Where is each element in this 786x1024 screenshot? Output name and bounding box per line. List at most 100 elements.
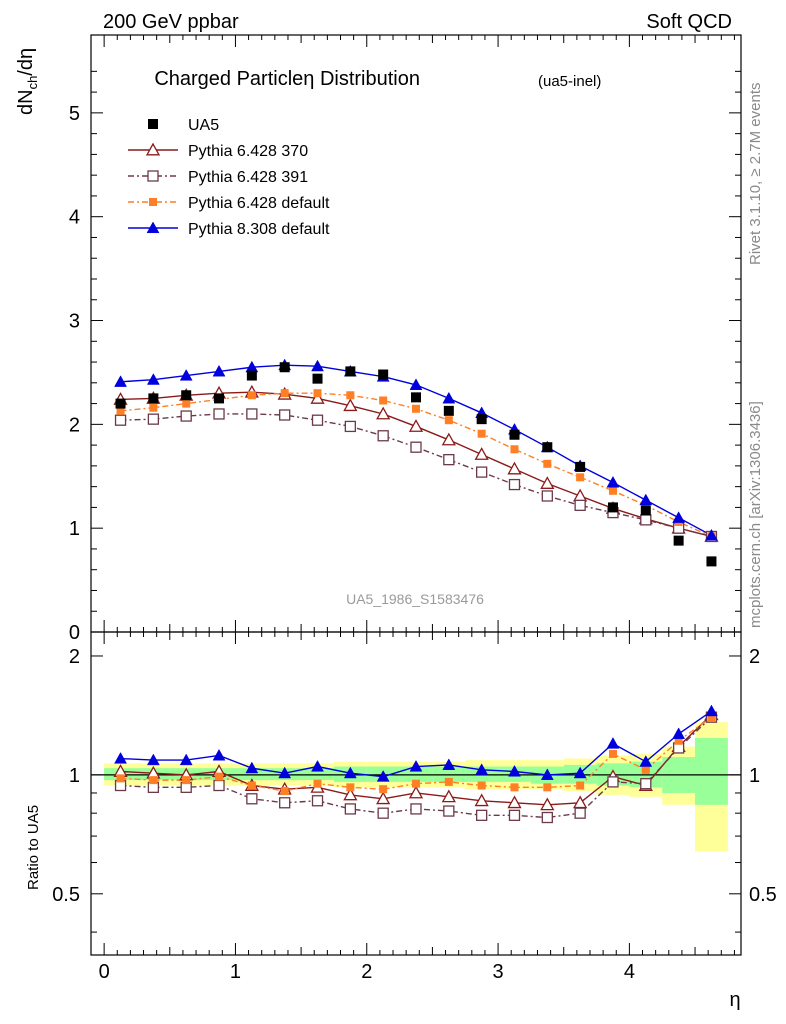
series-point <box>247 391 256 400</box>
ratio-point <box>245 761 259 774</box>
data-point <box>706 556 717 567</box>
ratio-frame <box>90 631 742 956</box>
series-line <box>120 391 712 538</box>
series-point <box>573 488 588 502</box>
series-point <box>477 429 486 438</box>
series-point <box>408 419 424 432</box>
series-point <box>474 447 489 460</box>
data-point <box>378 369 389 380</box>
ratio-point <box>278 766 292 779</box>
legend-label: Pythia 6.428 default <box>188 195 330 212</box>
ratio-point <box>608 749 617 758</box>
ratio-point <box>179 753 193 766</box>
ratio-point <box>641 765 650 774</box>
ratio-y-axis-label: Ratio to UA5 <box>25 805 42 890</box>
ratio-tick-marks <box>91 632 741 955</box>
data-point <box>115 398 126 409</box>
ratio-point <box>412 779 420 788</box>
series-point <box>376 406 391 420</box>
main-panel: 0 1 2 3 4 5 Charged Particleη Distribution (u… <box>15 34 742 644</box>
series-point <box>444 416 453 425</box>
ratio-point <box>246 793 258 805</box>
data-point <box>148 393 159 404</box>
series-point <box>311 359 324 372</box>
ratio-point <box>346 783 355 792</box>
x-tick-label: 0 <box>99 961 110 983</box>
data-point <box>673 535 684 546</box>
ratio-point <box>213 779 225 792</box>
ratio-point <box>376 791 391 805</box>
data-point <box>542 442 553 453</box>
ratio-point <box>540 768 554 780</box>
data-point <box>575 461 586 472</box>
legend-label: UA5 <box>188 117 219 134</box>
y-axis-label: dNch/dη <box>15 48 40 115</box>
ratio-point <box>212 748 226 761</box>
ratio-point <box>149 776 158 785</box>
data-point <box>214 393 225 404</box>
ratio-point <box>146 753 160 766</box>
ratio-point <box>475 763 489 775</box>
legend: UA5 Pythia 6.428 370 Pythia 6.428 391 Pythi… <box>128 117 330 238</box>
ratio-point <box>508 764 521 777</box>
ratio-point <box>574 807 586 819</box>
series-point <box>443 453 455 466</box>
y-tick-label: 0 <box>69 622 80 644</box>
x-tick-label: 4 <box>624 961 635 983</box>
ratio-point <box>343 787 358 801</box>
series-point <box>114 375 127 387</box>
ratio-band-green <box>301 768 334 781</box>
ratio-point <box>313 779 322 788</box>
ratio-y-tick-labels: 0.5 0.5 1 1 2 2 <box>52 646 777 906</box>
series-point <box>182 399 191 408</box>
series-point <box>346 391 355 400</box>
series-point <box>510 445 519 454</box>
ratio-point <box>441 789 456 803</box>
data-point <box>312 373 323 384</box>
ratio-point <box>182 776 191 785</box>
series-point <box>541 490 553 502</box>
legend-label: Pythia 8.308 default <box>188 221 330 238</box>
series-point <box>344 420 356 433</box>
ratio-panel: 0.5 0.5 1 1 2 2 0 1 2 3 4 Ratio to UA5 η <box>25 631 777 1011</box>
data-point <box>279 362 290 373</box>
ratio-point <box>215 772 224 781</box>
series-point <box>639 493 653 506</box>
ratio-point <box>311 760 324 772</box>
series-point <box>412 404 420 413</box>
series-point <box>180 410 192 422</box>
series-point <box>441 432 456 446</box>
ratio-band-green <box>399 766 433 782</box>
ratio-y-tick-label: 1 <box>69 765 80 787</box>
ratio-point <box>279 797 291 809</box>
ratio-point <box>639 755 653 767</box>
mcplots-credit-text: mcplots.cern.ch [arXiv:1306.3436] <box>747 401 764 628</box>
ratio-point <box>507 795 522 809</box>
ratio-point <box>573 766 587 779</box>
main-tick-marks <box>91 35 741 633</box>
series-line <box>120 413 712 538</box>
series-point <box>705 528 718 541</box>
ratio-y-tick-label-right: 1 <box>749 765 760 787</box>
series-point <box>476 466 488 478</box>
series-point <box>608 486 617 495</box>
y-tick-label: 2 <box>69 414 80 436</box>
chart-title-suffix: (ua5-inel) <box>538 73 601 90</box>
x-tick-label: 1 <box>230 961 241 983</box>
ratio-point <box>116 774 125 783</box>
legend-marker <box>145 142 161 156</box>
series-point <box>379 396 388 405</box>
ratio-point <box>543 783 552 792</box>
ratio-point <box>247 781 256 790</box>
x-axis-label: η <box>729 989 740 1011</box>
series-point <box>313 389 322 398</box>
legend-marker <box>149 198 157 206</box>
series-point <box>179 369 193 381</box>
legend-marker <box>146 221 160 234</box>
ratio-y-tick-label: 2 <box>69 646 80 668</box>
ratio-y-tick-label: 0.5 <box>52 884 80 906</box>
ratio-point <box>476 809 488 821</box>
rivet-version-text: Rivet 3.1.10, ≥ 2.7M events <box>747 83 764 266</box>
series-point <box>606 475 620 488</box>
